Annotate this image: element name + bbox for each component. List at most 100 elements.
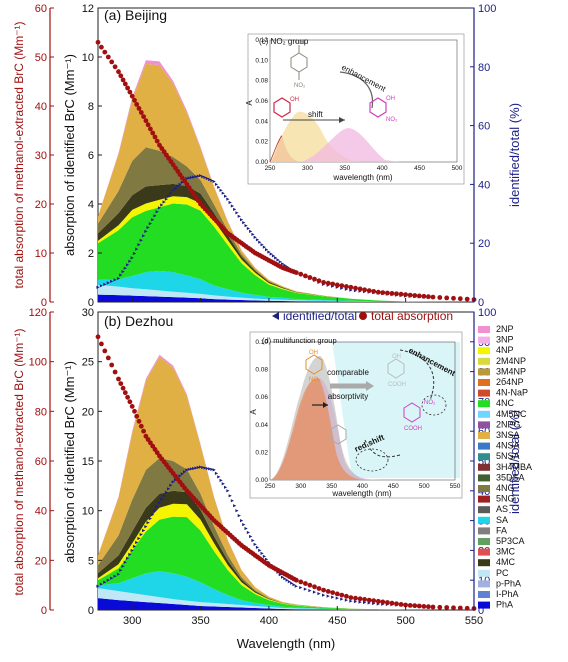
right-tick-label-beijing-1: 20 [478,238,490,250]
point-beijing-identified-43 [201,175,205,179]
point-beijing-identified-29 [169,191,173,195]
point-dezhou-identified-91 [326,594,330,598]
point-beijing-identified-2 [103,282,107,286]
xtick-label-dezhou-2: 400 [260,615,278,627]
point-dezhou-total-9 [122,390,128,396]
point-dezhou-identified-34 [180,472,184,476]
point-dezhou-identified-53 [224,485,228,489]
point-dezhou-total-110 [412,603,418,609]
point-dezhou-total-86 [303,581,308,586]
point-beijing-identified-67 [255,238,260,242]
outer-tick-label-beijing-1: 10 [35,248,47,260]
point-beijing-total-89 [316,278,322,284]
point-beijing-total-8 [120,77,126,83]
legend-swatch-3 [478,357,490,365]
point-dezhou-identified-87 [308,589,312,593]
point-dezhou-identified-10 [126,556,130,560]
point-dezhou-identified-17 [142,528,146,533]
point-dezhou-total-117 [451,605,456,611]
point-beijing-total-7 [118,73,124,79]
panel-title-dezhou: (b) Dezhou [104,313,173,329]
point-beijing-total-90 [321,280,326,285]
xlabel-wavelength: Wavelength (nm) [237,636,336,651]
legend-label-17: AS [496,504,508,514]
legend-label-25: I-PhA [496,589,519,599]
outer-tick-label-beijing-0: 0 [41,297,47,309]
point-dezhou-total-93 [334,591,340,597]
inset-c-ticks: 250 300 350 400 450 500 0.00 0.02 0.04 0.06 0.08 0.… [255,37,462,172]
outer-tick-label-dezhou-6: 120 [29,307,47,319]
inset-d-annotation-absorptivity: absorptivity [328,392,368,401]
point-dezhou-identified-55 [228,494,232,498]
area-beijing-4mc [98,183,474,302]
point-beijing-identified-31 [173,186,178,190]
point-beijing-total-96 [348,284,354,290]
area-dezhou-4nc [98,516,474,610]
area-beijing-sa [98,270,474,302]
legend-swatch-24 [478,580,490,588]
inset-d-ylabel: A [249,409,258,415]
legend-swatch-2 [478,347,490,355]
point-dezhou-total-6 [116,376,121,382]
point-beijing-identified-61 [242,221,246,225]
point-dezhou-identified-48 [212,468,216,472]
inset-c-atom-label-4: NO₂ [386,117,398,123]
point-dezhou-identified-45 [205,466,209,471]
point-dezhou-identified-61 [242,523,246,527]
legend-label-16: 5NG [496,494,515,504]
point-dezhou-identified-3 [106,578,110,582]
point-beijing-identified-22 [153,214,157,218]
inset-d-ytick-3: 0.06 [255,394,268,401]
molecule-nitrophenol-d [305,354,323,375]
point-beijing-total-0 [95,39,101,45]
legend-label-12: 5NSA [496,451,520,461]
point-dezhou-total-98 [357,596,363,602]
inset-d-xtick-1: 300 [295,483,306,490]
point-dezhou-identified-31 [173,478,178,482]
point-dezhou-identified-46 [208,467,212,471]
inset-d-shift-arrowhead [323,402,328,408]
point-dezhou-identified-84 [294,584,298,588]
point-beijing-identified-45 [205,176,209,181]
point-dezhou-identified-49 [214,471,219,475]
point-dezhou-identified-4 [110,576,114,580]
point-dezhou-identified-70 [262,554,266,558]
point-dezhou-identified-28 [167,487,171,491]
point-dezhou-total-97 [353,595,358,601]
area-beijing-pha [98,294,474,302]
point-beijing-identified-65 [251,232,255,237]
point-beijing-identified-39 [192,175,196,179]
legend-label-23: PC [496,568,509,578]
point-dezhou-identified-39 [192,466,196,471]
inset-c-xtick-5: 500 [452,165,463,172]
point-dezhou-identified-38 [189,467,193,471]
inset-c-atom-label-2: OH [386,96,395,102]
point-beijing-total-108 [403,292,408,297]
area-beijing-4ng [98,147,474,302]
inset-d-atom-label-3: NO₂ [424,400,436,406]
point-beijing-total-86 [303,273,308,279]
outer-tick-label-beijing-2: 20 [35,199,47,211]
point-dezhou-identified-51 [219,478,223,482]
point-beijing-total-114 [430,294,436,300]
point-beijing-identified-15 [137,243,141,247]
point-dezhou-identified-15 [137,536,141,541]
point-beijing-identified-58 [235,211,239,215]
legend-label-0: 2NP [496,324,514,334]
inset-c-line [269,135,283,163]
legend-swatch-7 [478,400,490,408]
point-beijing-identified-69 [260,243,264,247]
outer-tick-label-dezhou-5: 100 [29,357,47,369]
legend-swatch-9 [478,421,490,429]
point-dezhou-identified-33 [178,474,182,478]
legend-label-1: 3NP [496,335,514,345]
series-dezhou [95,334,477,611]
inset-multifunction-group: (d) multifunction group comparable absor… [249,331,463,499]
point-beijing-total-19 [145,122,151,128]
inset-d-atom-label-2: NO₂ [309,377,321,383]
outer-tick-label-beijing-4: 40 [35,101,47,113]
outer-tick-label-dezhou-3: 60 [35,456,47,468]
inset-d-atom-label-1: OH [392,354,401,360]
inset-d-xtick-5: 500 [419,483,430,490]
point-beijing-total-105 [389,291,395,296]
